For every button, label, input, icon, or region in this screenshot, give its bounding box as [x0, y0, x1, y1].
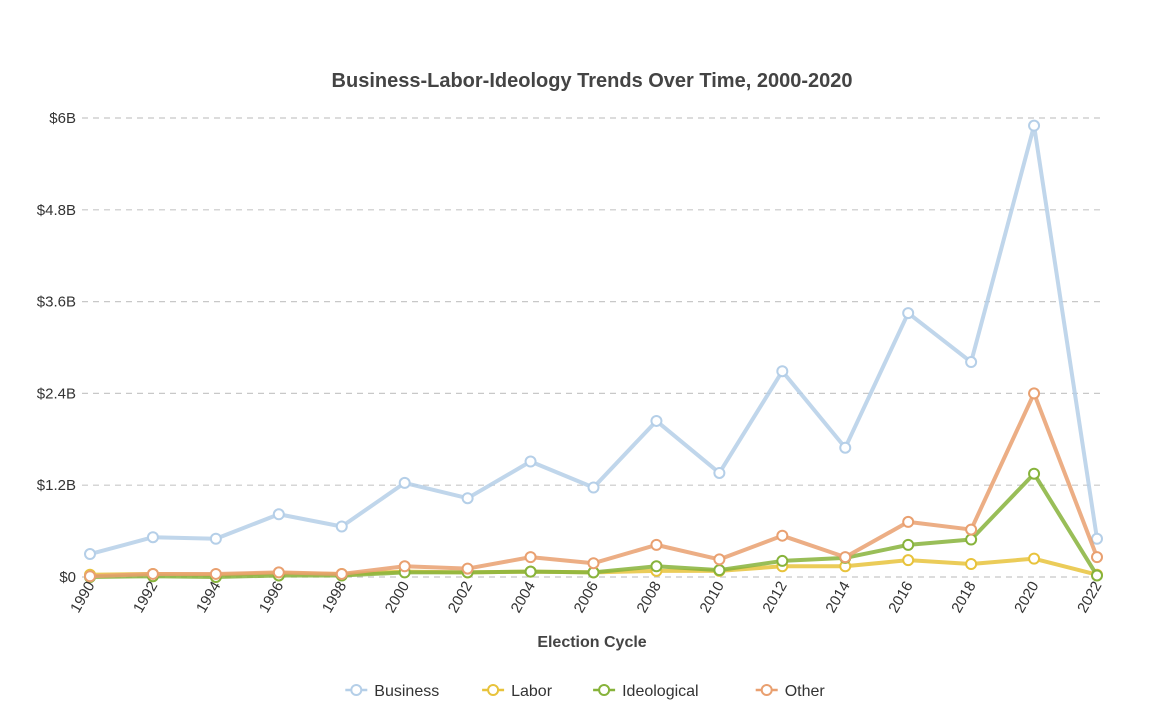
series-business	[84, 119, 1103, 561]
legend-label: Business	[374, 683, 439, 700]
data-point-ideological[interactable]	[965, 533, 978, 546]
data-point-business[interactable]	[650, 414, 663, 427]
data-point-other[interactable]	[84, 570, 96, 583]
data-point-business[interactable]	[713, 466, 726, 479]
x-axis-label: Election Cycle	[537, 634, 646, 651]
data-point-business[interactable]	[1028, 119, 1041, 132]
legend-item-business[interactable]: Business	[345, 683, 439, 700]
data-point-business[interactable]	[146, 531, 159, 544]
x-tick-label: 2000	[382, 579, 413, 616]
data-point-ideological[interactable]	[776, 554, 789, 567]
y-tick-label: $2.4B	[37, 385, 76, 402]
legend-label: Other	[785, 683, 826, 700]
data-point-business[interactable]	[398, 476, 411, 489]
y-axis: $0 $1.2B $2.4B $3.6B $4.8B $6B	[37, 110, 76, 586]
y-tick-label: $4.8B	[37, 202, 76, 219]
series-other	[84, 387, 1103, 583]
legend-swatch-marker	[487, 684, 500, 696]
legend: Business Labor Ideological Other	[345, 683, 825, 700]
data-point-other[interactable]	[209, 567, 222, 580]
data-point-other[interactable]	[461, 562, 474, 575]
x-tick-label: 2002	[445, 579, 476, 616]
x-tick-label: 2016	[885, 579, 916, 616]
data-point-labor[interactable]	[902, 554, 915, 567]
data-point-business[interactable]	[587, 481, 600, 494]
data-point-business[interactable]	[902, 307, 915, 320]
data-point-business[interactable]	[335, 520, 348, 533]
data-point-ideological[interactable]	[650, 560, 663, 573]
data-point-business[interactable]	[84, 548, 96, 561]
legend-swatch-marker	[760, 684, 773, 696]
y-tick-label: $6B	[49, 110, 76, 127]
legend-swatch-marker	[350, 684, 363, 696]
grid	[82, 117, 1103, 578]
data-point-business[interactable]	[524, 455, 537, 468]
data-point-business[interactable]	[1091, 532, 1103, 545]
x-tick-label: 2018	[948, 579, 979, 616]
x-axis: 1990 1992 1994 1996 1998 2000 2002 2004 2006 2008…	[67, 579, 1105, 616]
data-point-business[interactable]	[461, 492, 474, 505]
chart-title: Business-Labor-Ideology Trends Over Time…	[332, 70, 853, 92]
legend-swatch-marker	[598, 684, 611, 696]
data-point-other[interactable]	[272, 566, 285, 579]
x-tick-label: 1994	[193, 579, 224, 616]
data-point-ideological[interactable]	[1091, 569, 1103, 582]
data-point-ideological[interactable]	[524, 565, 537, 578]
data-point-business[interactable]	[965, 356, 978, 369]
x-tick-label: 1996	[256, 579, 287, 616]
data-point-other[interactable]	[839, 551, 852, 564]
x-tick-label: 1992	[130, 579, 161, 616]
y-tick-label: $0	[59, 569, 76, 586]
data-point-other[interactable]	[1028, 387, 1041, 400]
data-point-other[interactable]	[335, 567, 348, 580]
data-point-other[interactable]	[650, 538, 663, 551]
data-point-ideological[interactable]	[713, 564, 726, 577]
x-tick-label: 2004	[508, 579, 539, 616]
legend-label: Labor	[511, 683, 553, 700]
y-tick-label: $1.2B	[37, 477, 76, 494]
x-tick-label: 2022	[1074, 579, 1105, 616]
data-point-other[interactable]	[587, 557, 600, 570]
data-point-other[interactable]	[965, 523, 978, 536]
data-point-other[interactable]	[1091, 551, 1103, 564]
data-point-other[interactable]	[524, 551, 537, 564]
data-point-other[interactable]	[713, 553, 726, 566]
data-point-other[interactable]	[398, 560, 411, 573]
legend-item-other[interactable]: Other	[755, 683, 826, 700]
data-point-business[interactable]	[839, 441, 852, 454]
x-tick-label: 2006	[571, 579, 602, 616]
data-point-other[interactable]	[776, 529, 789, 542]
x-tick-label: 2012	[759, 579, 790, 616]
x-tick-label: 1998	[319, 579, 350, 616]
data-point-business[interactable]	[776, 365, 789, 378]
x-tick-label: 2014	[822, 579, 853, 616]
legend-label: Ideological	[622, 683, 699, 700]
data-point-ideological[interactable]	[902, 538, 915, 551]
data-point-labor[interactable]	[1028, 552, 1041, 565]
x-tick-label: 2010	[696, 579, 727, 616]
data-point-other[interactable]	[146, 567, 159, 580]
data-point-ideological[interactable]	[1028, 467, 1041, 480]
data-point-business[interactable]	[209, 532, 222, 545]
data-point-business[interactable]	[272, 508, 285, 521]
data-point-other[interactable]	[902, 515, 915, 528]
legend-item-labor[interactable]: Labor	[482, 683, 553, 700]
data-point-labor[interactable]	[965, 557, 978, 570]
legend-item-ideological[interactable]: Ideological	[593, 683, 699, 700]
series-layer	[84, 119, 1103, 583]
y-tick-label: $3.6B	[37, 294, 76, 311]
x-tick-label: 2008	[633, 579, 664, 616]
x-tick-label: 2020	[1011, 579, 1042, 616]
